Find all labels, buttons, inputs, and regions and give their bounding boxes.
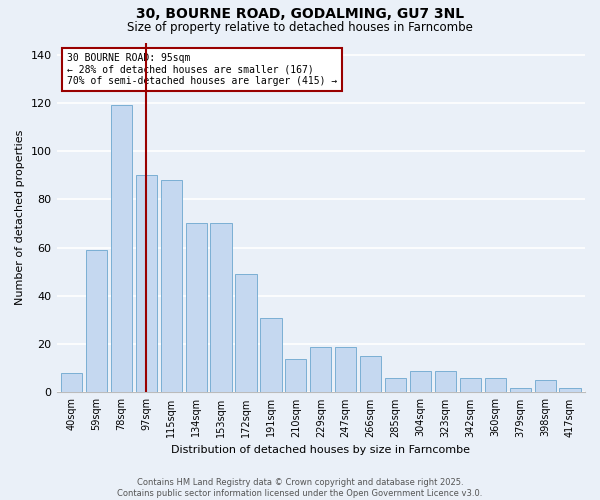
X-axis label: Distribution of detached houses by size in Farncombe: Distribution of detached houses by size … — [171, 445, 470, 455]
Bar — [310, 346, 331, 393]
Bar — [410, 370, 431, 392]
Bar — [559, 388, 581, 392]
Bar — [360, 356, 381, 393]
Bar — [460, 378, 481, 392]
Bar — [86, 250, 107, 392]
Bar — [509, 388, 531, 392]
Text: Size of property relative to detached houses in Farncombe: Size of property relative to detached ho… — [127, 22, 473, 35]
Bar — [211, 224, 232, 392]
Text: 30 BOURNE ROAD: 95sqm
← 28% of detached houses are smaller (167)
70% of semi-det: 30 BOURNE ROAD: 95sqm ← 28% of detached … — [67, 53, 337, 86]
Bar — [185, 224, 207, 392]
Bar — [161, 180, 182, 392]
Bar — [260, 318, 281, 392]
Bar — [435, 370, 456, 392]
Bar — [235, 274, 257, 392]
Text: Contains HM Land Registry data © Crown copyright and database right 2025.
Contai: Contains HM Land Registry data © Crown c… — [118, 478, 482, 498]
Bar — [335, 346, 356, 393]
Y-axis label: Number of detached properties: Number of detached properties — [15, 130, 25, 305]
Bar — [61, 373, 82, 392]
Bar — [136, 175, 157, 392]
Bar — [385, 378, 406, 392]
Bar — [485, 378, 506, 392]
Text: 30, BOURNE ROAD, GODALMING, GU7 3NL: 30, BOURNE ROAD, GODALMING, GU7 3NL — [136, 8, 464, 22]
Bar — [535, 380, 556, 392]
Bar — [285, 358, 307, 392]
Bar — [111, 105, 132, 393]
